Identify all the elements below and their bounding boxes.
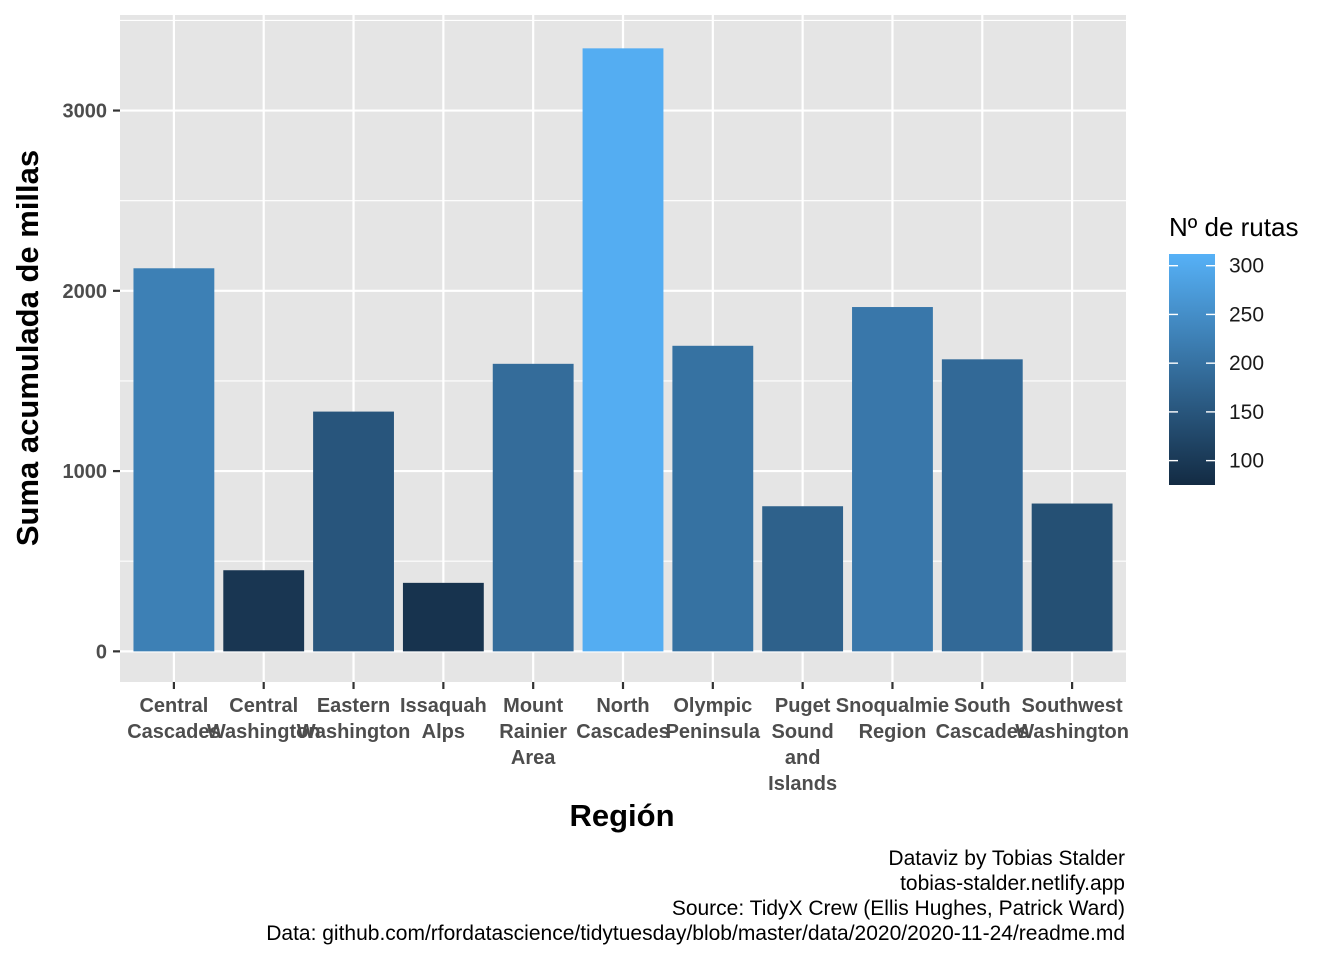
caption-line-2: tobias-stalder.netlify.app bbox=[900, 872, 1125, 895]
legend-colorbar bbox=[1169, 254, 1215, 485]
legend-label: 100 bbox=[1229, 450, 1264, 473]
x-tick-label: Olympic Peninsula bbox=[666, 695, 761, 743]
x-tick-label: Eastern Washington bbox=[297, 695, 411, 743]
legend-ticks: 100 150 200 250 300 bbox=[1169, 255, 1264, 473]
bar bbox=[492, 363, 574, 652]
x-axis-title: Región bbox=[569, 798, 674, 833]
bar bbox=[133, 268, 215, 652]
y-tick-label: 3000 bbox=[63, 101, 108, 123]
legend: Nº de rutas 100 150 200 250 300 bbox=[1169, 212, 1298, 485]
bar bbox=[582, 48, 664, 652]
caption: Dataviz by Tobias Stalder tobias-stalder… bbox=[266, 847, 1125, 945]
x-tick-label: Central Washington bbox=[207, 695, 321, 743]
legend-label: 200 bbox=[1229, 352, 1264, 375]
x-tick-label: North Cascades bbox=[576, 695, 669, 743]
bar bbox=[941, 359, 1023, 652]
caption-line-4: Data: github.com/rfordatascience/tidytue… bbox=[266, 922, 1125, 945]
legend-label: 300 bbox=[1229, 255, 1264, 278]
y-axis: 0 1000 2000 3000 bbox=[63, 101, 120, 663]
x-tick-label: Puget Sound and Islands bbox=[768, 695, 837, 795]
bar bbox=[313, 411, 394, 652]
bars bbox=[133, 48, 1113, 652]
x-tick-label: Mount Rainier Area bbox=[499, 695, 567, 769]
y-axis-title: Suma acumulada de millas bbox=[10, 150, 45, 546]
bar bbox=[223, 570, 305, 652]
x-tick-label: Southwest Washington bbox=[1015, 695, 1129, 743]
y-tick-label: 1000 bbox=[63, 461, 108, 483]
legend-label: 150 bbox=[1229, 401, 1264, 424]
x-tick-label: Issaquah Alps bbox=[400, 695, 487, 743]
x-tick-label: South Cascades bbox=[936, 695, 1029, 743]
legend-title: Nº de rutas bbox=[1169, 212, 1298, 242]
bar bbox=[762, 506, 844, 652]
bar bbox=[852, 307, 933, 652]
y-tick-label: 2000 bbox=[63, 281, 108, 303]
x-tick-label: Central Cascades bbox=[127, 695, 220, 743]
x-tick-label: Snoqualmie Region bbox=[836, 695, 949, 743]
legend-label: 250 bbox=[1229, 303, 1264, 326]
caption-line-1: Dataviz by Tobias Stalder bbox=[888, 847, 1125, 870]
bar bbox=[1031, 503, 1113, 652]
y-tick-label: 0 bbox=[96, 641, 107, 663]
bar bbox=[402, 582, 484, 652]
caption-line-3: Source: TidyX Crew (Ellis Hughes, Patric… bbox=[672, 897, 1125, 920]
bar bbox=[672, 345, 754, 652]
